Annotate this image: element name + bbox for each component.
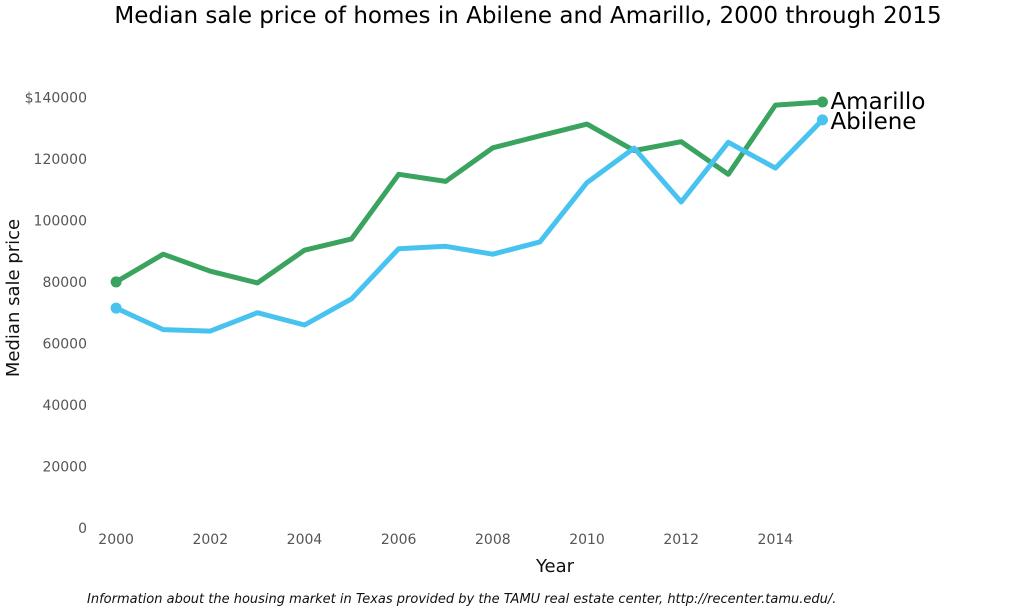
series-marker-abilene bbox=[110, 302, 122, 314]
x-tick-label: 2004 bbox=[287, 532, 323, 548]
x-axis-ticks: 2000 2002 2004 2006 2008 2010 2012 2014 bbox=[98, 532, 793, 548]
x-tick-label: 2000 bbox=[98, 532, 134, 548]
series-marker-amarillo bbox=[110, 276, 122, 288]
y-tick-label: 80000 bbox=[42, 275, 87, 291]
chart-caption: Information about the housing market in … bbox=[87, 592, 836, 607]
series-marker-amarillo bbox=[816, 96, 828, 108]
y-tick-label: 60000 bbox=[42, 336, 87, 352]
series-line-abilene bbox=[113, 117, 825, 334]
series-label-abilene: Abilene bbox=[830, 109, 916, 135]
series-marker-abilene bbox=[816, 114, 828, 126]
x-tick-label: 2010 bbox=[569, 532, 605, 548]
series-line-amarillo bbox=[113, 99, 825, 286]
y-axis-ticks: 0 20000 40000 60000 80000 100000 120000 $140000 bbox=[25, 90, 87, 537]
x-tick-label: 2014 bbox=[758, 532, 794, 548]
x-tick-label: 2008 bbox=[475, 532, 511, 548]
x-tick-label: 2006 bbox=[381, 532, 417, 548]
y-tick-label: 100000 bbox=[34, 213, 87, 229]
x-axis-label: Year bbox=[535, 556, 575, 577]
y-axis-label: Median sale price bbox=[3, 219, 24, 377]
y-tick-label: 0 bbox=[78, 521, 87, 537]
y-tick-label: $140000 bbox=[25, 90, 87, 106]
chart-title: Median sale price of homes in Abilene an… bbox=[114, 3, 941, 29]
y-tick-label: 40000 bbox=[42, 398, 87, 414]
series-label-amarillo: Amarillo bbox=[830, 89, 925, 115]
y-tick-label: 120000 bbox=[34, 152, 87, 168]
x-tick-label: 2012 bbox=[663, 532, 699, 548]
y-tick-label: 20000 bbox=[42, 459, 87, 475]
x-tick-label: 2002 bbox=[192, 532, 228, 548]
